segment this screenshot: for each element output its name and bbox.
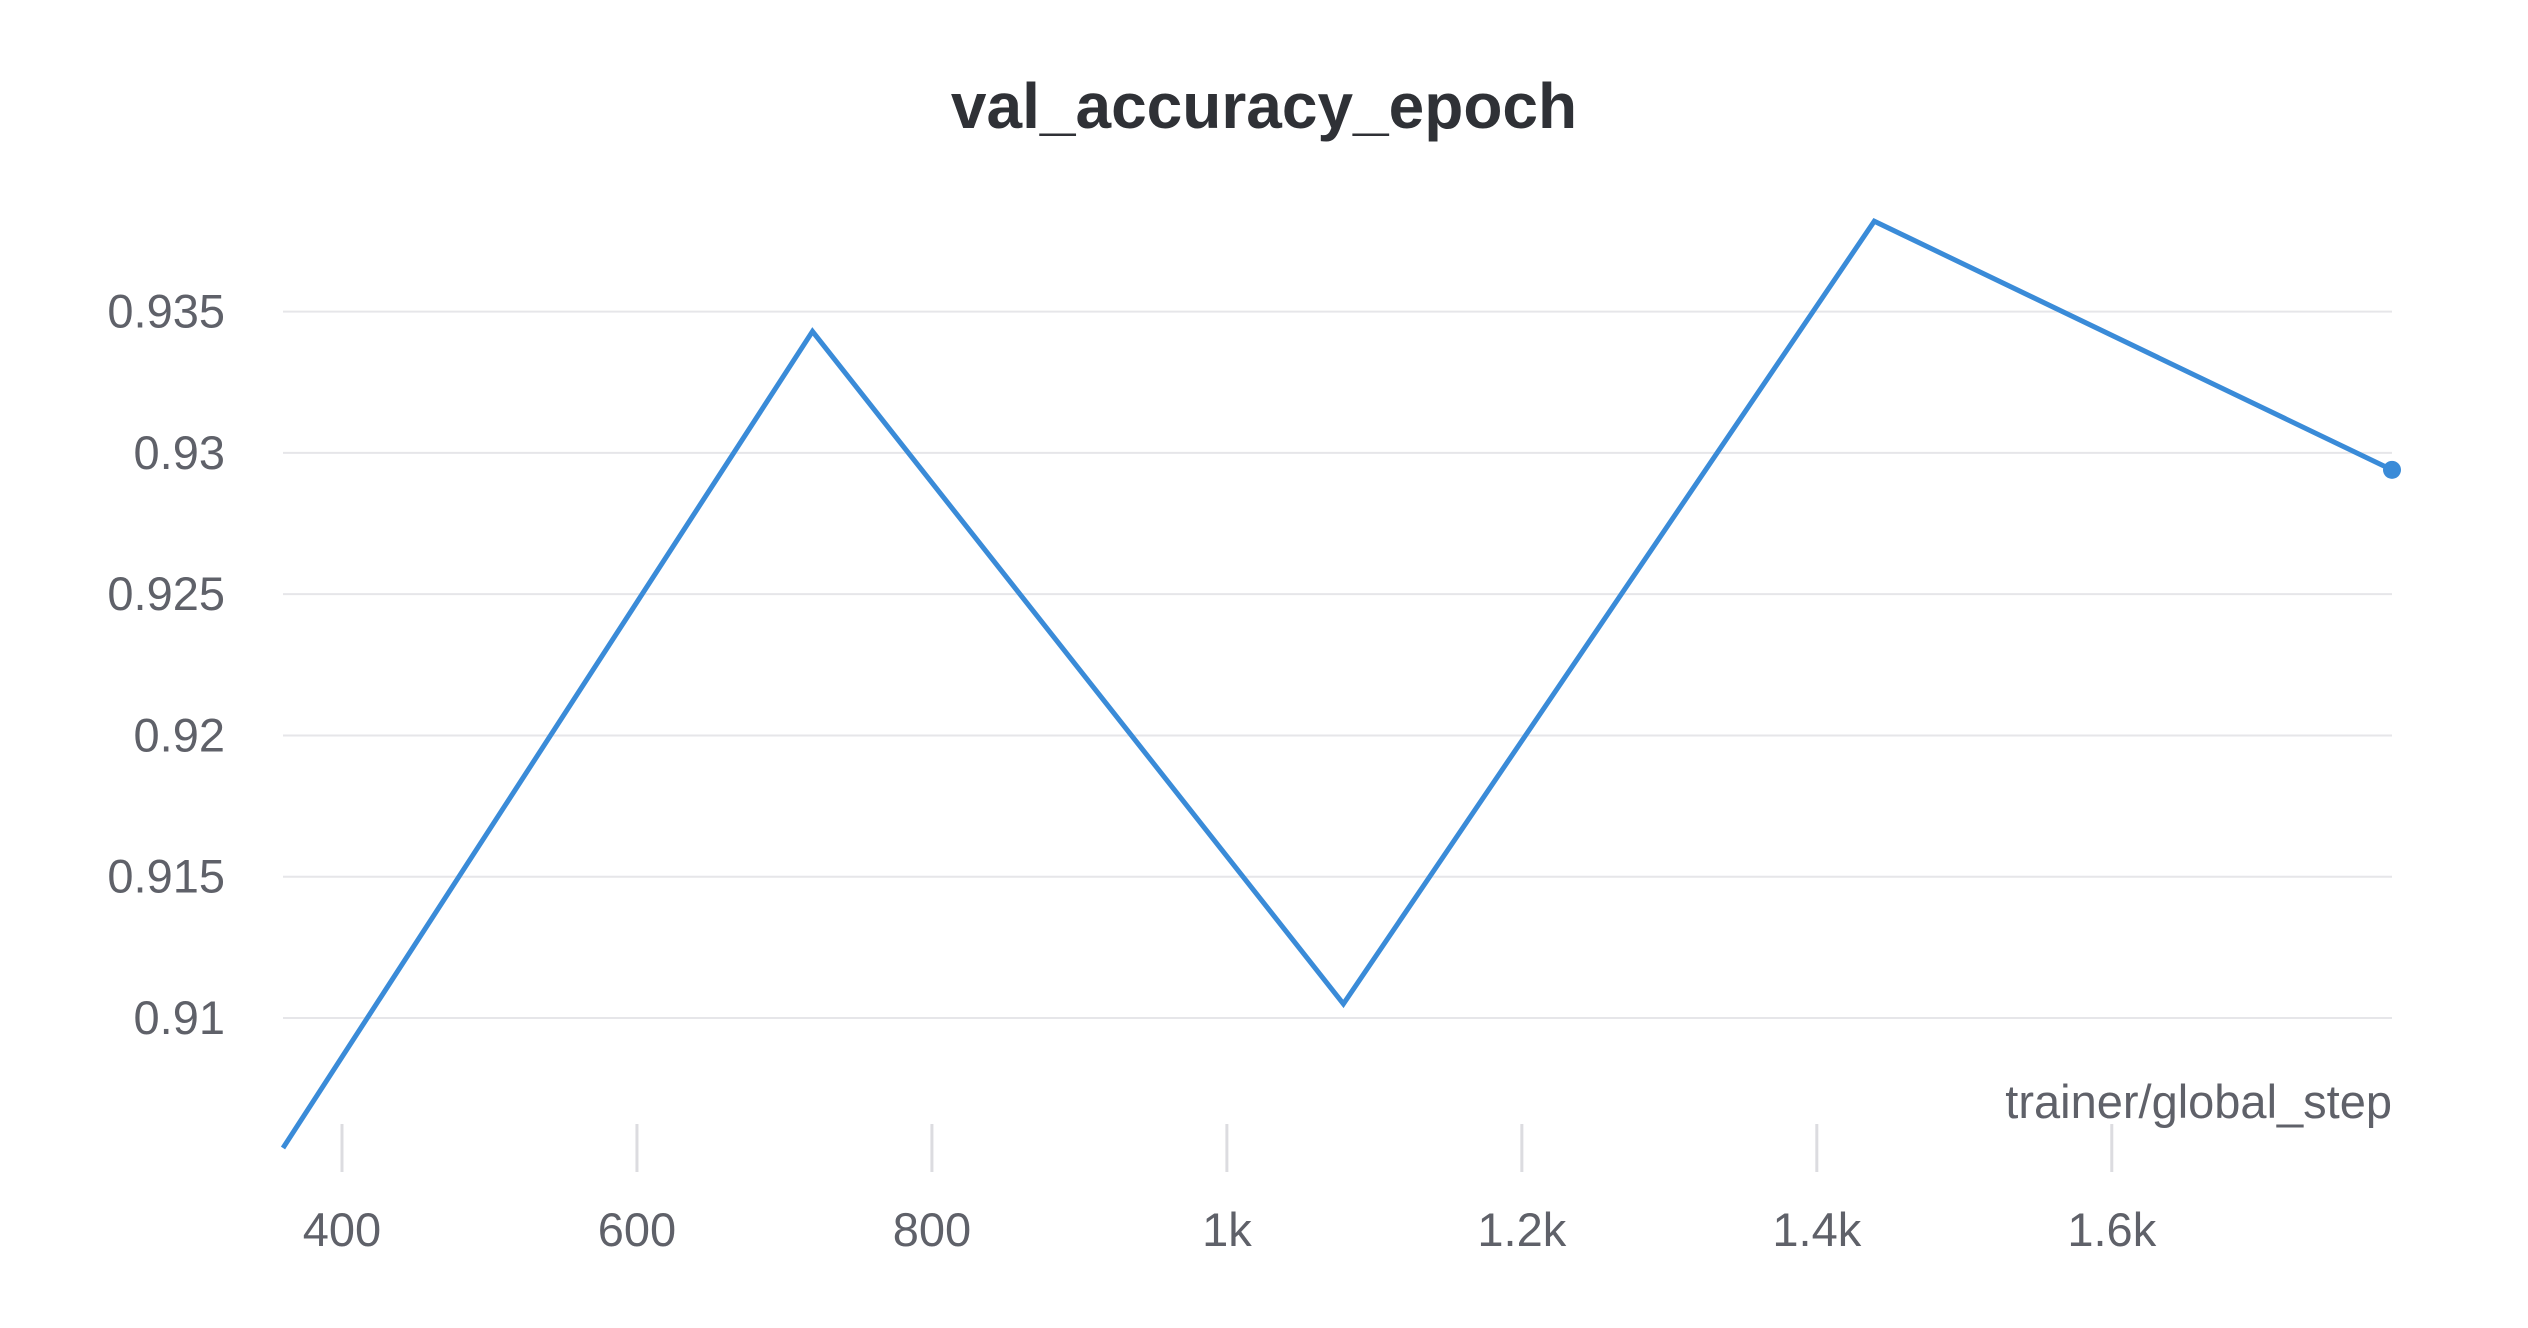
series-end-point: [2383, 460, 2401, 479]
y-axis-ticks: 0.91 0.915 0.92 0.925 0.93 0.935: [107, 285, 225, 1044]
y-tick-label: 0.935: [107, 285, 225, 338]
grid-lines: [283, 310, 2392, 1020]
chart-title: val_accuracy_epoch: [951, 70, 1577, 142]
x-axis-label: trainer/global_step: [2005, 1075, 2392, 1128]
x-tick-label: 1.2k: [1477, 1203, 1566, 1256]
x-tick-label: 1k: [1202, 1203, 1252, 1256]
series-line: [280, 218, 2394, 1150]
x-tick-label: 400: [303, 1203, 381, 1256]
x-tick-label: 800: [893, 1203, 971, 1256]
y-tick-label: 0.925: [107, 567, 225, 620]
y-tick-label: 0.93: [134, 426, 225, 479]
x-tick-label: 1.6k: [2067, 1203, 2156, 1256]
x-axis-ticks: 400 600 800 1k 1.2k 1.4k 1.6k: [303, 1124, 2157, 1256]
series-group: [280, 218, 2401, 1150]
y-tick-label: 0.91: [134, 991, 225, 1044]
y-tick-label: 0.915: [107, 850, 225, 903]
x-tick-label: 600: [598, 1203, 676, 1256]
y-tick-label: 0.92: [134, 708, 225, 761]
x-tick-label: 1.4k: [1772, 1203, 1861, 1256]
